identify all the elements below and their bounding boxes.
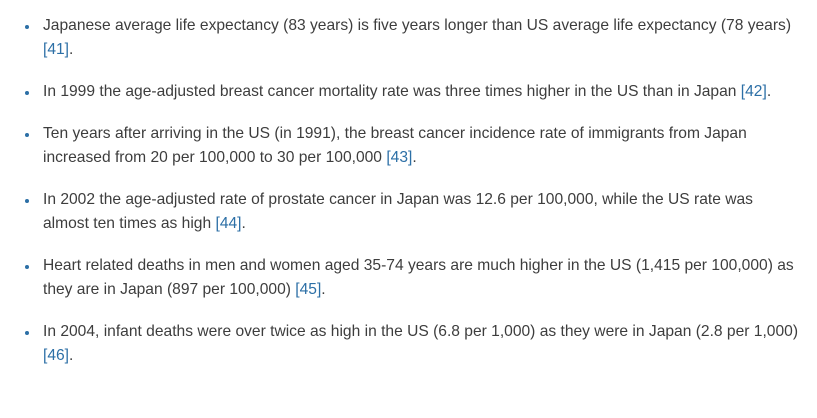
citation-link-46[interactable]: [46]: [43, 347, 70, 364]
citation-link-44[interactable]: [44]: [215, 215, 242, 232]
bullet-dot-icon: [25, 133, 29, 137]
citation-link-45[interactable]: [45]: [295, 281, 322, 298]
list-item-text: In 2004, infant deaths were over twice a…: [43, 323, 799, 340]
list-item: In 2004, infant deaths were over twice a…: [0, 320, 817, 368]
list-item-text: In 2002 the age-adjusted rate of prostat…: [43, 191, 753, 232]
citation-link-41[interactable]: [41]: [43, 41, 70, 58]
list-item: Japanese average life expectancy (83 yea…: [0, 14, 817, 62]
statistics-bullet-list: Japanese average life expectancy (83 yea…: [0, 14, 817, 368]
list-item-suffix: .: [321, 281, 326, 298]
list-item: Heart related deaths in men and women ag…: [0, 254, 817, 302]
list-item-suffix: .: [241, 215, 246, 232]
list-item-text: In 1999 the age-adjusted breast cancer m…: [43, 83, 741, 100]
bullet-dot-icon: [25, 91, 29, 95]
bullet-dot-icon: [25, 265, 29, 269]
list-item-text: Japanese average life expectancy (83 yea…: [43, 17, 792, 34]
list-item-suffix: .: [69, 347, 74, 364]
citation-link-43[interactable]: [43]: [386, 149, 413, 166]
list-item-suffix: .: [766, 83, 772, 100]
list-item-suffix: .: [412, 149, 417, 166]
list-item-text: Ten years after arriving in the US (in 1…: [43, 125, 747, 166]
bullet-dot-icon: [25, 25, 29, 29]
list-item: In 2002 the age-adjusted rate of prostat…: [0, 188, 817, 236]
citation-link-42[interactable]: [42]: [740, 83, 767, 100]
list-item-text: Heart related deaths in men and women ag…: [43, 257, 794, 298]
bullet-dot-icon: [25, 199, 29, 203]
bullet-dot-icon: [25, 331, 29, 335]
list-item: In 1999 the age-adjusted breast cancer m…: [0, 80, 817, 104]
list-item-suffix: .: [69, 41, 74, 58]
list-item: Ten years after arriving in the US (in 1…: [0, 122, 817, 170]
